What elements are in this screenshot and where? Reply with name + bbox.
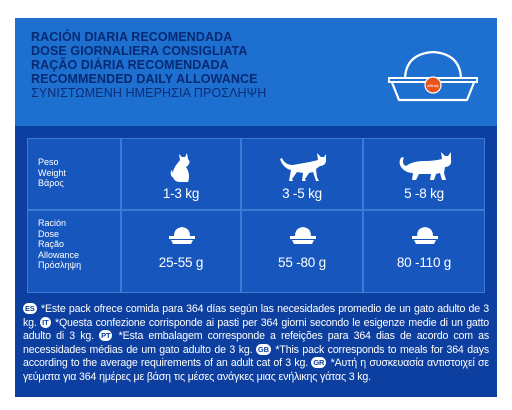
note-it: *Questa confezione corrisponde ai pasti … [23,316,490,343]
heading-gr: ΣΥΝΙΣΤΩΜΕΝΗ ΗΜΕΡΗΣΙΑ ΠΡΟΣΛΗΨΗ [31,86,267,100]
dose-label-gr: Πρόσληψη [38,260,82,270]
weight-cell-2: 3 -5 kg [241,138,363,210]
weight-label-gr: Βάρος [38,178,64,188]
food-bowl-icon [290,227,316,244]
dose-value-1: 25-55 g [158,255,204,270]
note-gr: *Αυτή η συσκευασία αντιστοιχεί σε γεύματ… [23,357,490,383]
weight-label-cell: Peso Weight Βάρος [27,138,121,210]
badge-es: ES [23,303,37,314]
note-es: *Este pack ofrece comida para 364 días s… [23,303,489,329]
dose-cell-2: 55 -80 g [241,210,363,293]
heading-en: RECOMMENDED DAILY ALLOWANCE [31,72,258,86]
weight-label-es: Peso [38,157,59,167]
large-cat-icon [399,152,452,180]
header-band: RACIÓN DIARIA RECOMENDADA DOSE GIORNALIE… [15,18,497,126]
dose-label-en: Allowance [38,249,80,260]
dose-label-it: Dose [38,228,60,239]
heading-pt: RAÇÃO DIÁRIA RECOMENDADA [31,58,229,72]
footnotes: ES *Este pack ofrece comida para 364 día… [23,303,489,385]
weight-label-en: Weight [38,167,66,178]
dose-label-pt: Ração [38,239,65,249]
small-cat-icon [170,153,190,182]
heading-es: RACIÓN DIARIA RECOMENDADA [31,30,233,44]
weight-cell-3: 5 -8 kg [363,138,485,210]
dose-cell-3: 80 -110 g [363,210,485,293]
weight-value-3: 5 -8 kg [404,186,444,201]
note-pt: *Esta embalagem corresponde a refeições … [23,330,490,356]
food-bowl-icon [412,227,438,244]
badge-gr: GR [311,357,327,369]
food-bowl-icon [169,227,195,244]
weight-value-1: 1-3 kg [162,186,200,201]
brand-logo-text: affinity [427,83,440,88]
dose-value-3: 80 -110 g [396,255,452,270]
daily-allowance-panel: RACIÓN DIARIA RECOMENDADA DOSE GIORNALIE… [15,18,497,397]
dose-label-es: Ración [38,218,67,228]
food-bowl-logo-icon: affinity [388,50,478,102]
dose-value-2: 55 -80 g [278,255,326,270]
medium-cat-icon [280,153,326,181]
weight-cell-1: 1-3 kg [121,138,241,210]
dose-cell-1: 25-55 g [121,210,241,293]
heading-it: DOSE GIORNALIERA CONSIGLIATA [31,44,248,58]
weight-value-2: 3 -5 kg [282,186,322,201]
allowance-table: Peso Weight Βάρος 1-3 kg 3 -5 kg 5 -8 kg… [27,138,485,293]
note-gb: *This pack corresponds to meals for 364 … [23,343,489,370]
badge-pt: PT [99,330,113,342]
dose-label-cell: Ración Dose Ração Allowance Πρόσληψη [27,210,121,293]
badge-gb: GB [255,343,271,355]
badge-it: IT [40,316,51,328]
